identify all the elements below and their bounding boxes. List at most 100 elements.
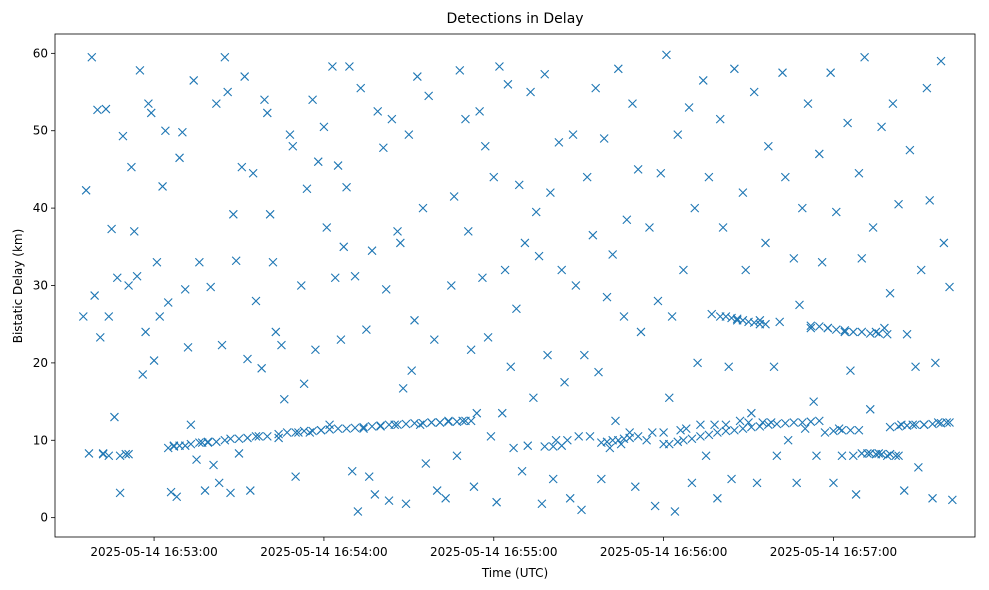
- detection-marker: [916, 265, 926, 275]
- detection-marker: [911, 420, 920, 430]
- detection-marker: [279, 394, 289, 404]
- detection-marker: [132, 271, 142, 281]
- detection-marker: [361, 325, 371, 334]
- detection-marker: [163, 298, 173, 307]
- detection-marker: [611, 416, 620, 426]
- detection-marker: [735, 416, 745, 426]
- detection-marker: [939, 238, 949, 248]
- detection-marker: [418, 418, 428, 428]
- detection-marker: [336, 335, 346, 345]
- detection-marker: [517, 466, 527, 476]
- detection-marker: [571, 281, 581, 290]
- detection-marker: [251, 432, 261, 441]
- detection-marker: [797, 203, 807, 213]
- detection-marker: [755, 421, 765, 431]
- detection-marker: [296, 281, 306, 290]
- detection-marker: [359, 422, 368, 432]
- detection-marker: [373, 106, 383, 116]
- detection-marker: [175, 153, 184, 163]
- detection-marker: [710, 420, 719, 430]
- detection-marker: [732, 314, 742, 324]
- detection-marker: [696, 420, 705, 430]
- detection-marker: [775, 317, 785, 327]
- detection-marker: [339, 242, 349, 252]
- detection-marker: [228, 209, 238, 219]
- detection-marker: [415, 420, 425, 430]
- detection-marker: [381, 284, 391, 294]
- detection-marker: [783, 435, 793, 445]
- detection-marker: [401, 419, 411, 429]
- detection-marker: [749, 318, 759, 328]
- detection-marker: [497, 408, 507, 418]
- detection-marker: [189, 76, 199, 85]
- detection-marker: [475, 106, 485, 116]
- detection-marker: [112, 273, 122, 283]
- detection-marker: [455, 65, 465, 75]
- detection-marker: [761, 238, 770, 248]
- detection-marker: [138, 370, 148, 379]
- detection-marker: [829, 478, 838, 488]
- detection-marker: [622, 215, 632, 225]
- detection-marker: [194, 438, 204, 447]
- detection-marker: [874, 329, 884, 338]
- detection-marker: [234, 449, 244, 458]
- detection-marker: [795, 300, 804, 310]
- detection-marker: [299, 379, 309, 389]
- detection-marker: [565, 493, 575, 503]
- detection-marker: [925, 195, 935, 205]
- detection-marker: [427, 418, 436, 427]
- detection-marker: [568, 130, 578, 139]
- detection-marker: [854, 425, 864, 435]
- y-tick-label: 20: [33, 356, 48, 370]
- detection-marker: [800, 424, 810, 434]
- detection-marker: [763, 420, 773, 430]
- detection-marker: [435, 418, 445, 427]
- detection-marker: [840, 327, 850, 337]
- detection-marker: [857, 327, 867, 337]
- detection-marker: [605, 443, 615, 453]
- detection-marker: [729, 64, 739, 74]
- detection-marker: [121, 449, 131, 459]
- detection-marker: [342, 182, 351, 192]
- detection-marker: [693, 358, 702, 368]
- detection-marker: [645, 223, 654, 232]
- detection-marker: [628, 99, 637, 109]
- detection-marker: [534, 251, 544, 261]
- detection-marker: [936, 56, 946, 66]
- detection-marker: [806, 417, 816, 427]
- x-axis: 2025-05-14 16:53:00 2025-05-14 16:54:00 20…: [90, 537, 897, 559]
- detection-marker: [124, 449, 133, 459]
- detection-marker: [746, 408, 756, 418]
- detection-marker: [387, 114, 397, 124]
- detection-marker: [234, 434, 244, 444]
- detection-marker: [758, 418, 768, 427]
- detection-marker: [523, 441, 533, 451]
- detection-marker: [262, 432, 272, 441]
- detection-marker: [226, 434, 235, 444]
- detection-marker: [877, 122, 886, 132]
- detection-marker: [673, 130, 683, 139]
- detection-marker: [186, 439, 196, 449]
- detection-marker: [613, 435, 623, 445]
- detection-marker: [161, 126, 170, 136]
- detection-marker: [772, 419, 782, 429]
- plot-frame: [54, 33, 976, 538]
- detection-marker: [554, 137, 564, 147]
- detection-marker: [146, 108, 156, 118]
- y-tick-label: 0: [40, 511, 48, 525]
- detection-marker: [186, 420, 196, 430]
- detection-marker: [662, 50, 671, 60]
- detection-marker: [449, 192, 459, 201]
- detection-marker: [220, 435, 230, 445]
- detection-marker: [707, 309, 717, 319]
- detection-marker: [285, 130, 295, 139]
- detection-marker: [829, 426, 838, 436]
- detection-marker: [384, 420, 394, 430]
- detection-marker: [395, 238, 405, 248]
- detection-marker: [625, 433, 635, 443]
- detection-marker: [237, 162, 247, 172]
- detection-marker: [585, 432, 595, 441]
- detection-marker: [837, 451, 847, 461]
- detection-marker: [84, 449, 94, 458]
